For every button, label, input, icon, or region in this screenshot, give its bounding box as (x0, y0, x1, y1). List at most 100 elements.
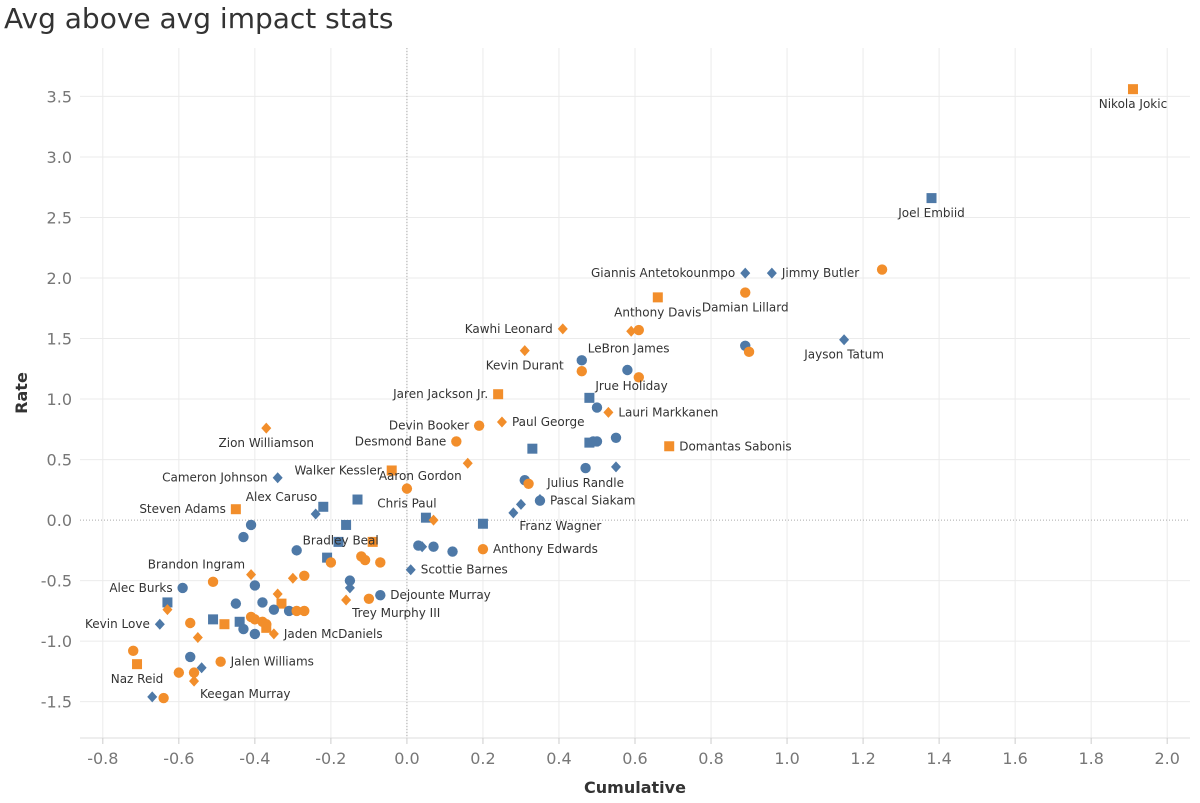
data-point[interactable] (375, 589, 386, 601)
data-point[interactable] (401, 483, 413, 494)
data-point[interactable] (405, 564, 416, 576)
data-point[interactable] (185, 651, 196, 663)
data-point[interactable] (283, 605, 295, 617)
data-point[interactable] (188, 667, 200, 678)
data-point[interactable] (740, 267, 751, 279)
data-point[interactable] (367, 536, 378, 547)
data-point[interactable] (839, 334, 850, 346)
data-point[interactable] (215, 656, 226, 667)
data-point[interactable] (610, 461, 621, 473)
data-point[interactable] (344, 575, 356, 586)
data-point[interactable] (291, 605, 302, 617)
data-point[interactable] (417, 541, 428, 553)
data-point[interactable] (207, 576, 219, 588)
data-point[interactable] (261, 622, 272, 633)
data-point[interactable] (477, 518, 488, 529)
data-point[interactable] (196, 662, 207, 674)
data-point[interactable] (664, 441, 675, 452)
data-point[interactable] (876, 264, 888, 275)
data-point[interactable] (287, 572, 298, 584)
data-point[interactable] (261, 422, 272, 434)
data-point[interactable] (375, 557, 386, 568)
data-point[interactable] (291, 545, 302, 556)
data-point[interactable] (238, 623, 249, 635)
data-point[interactable] (246, 569, 257, 581)
data-point[interactable] (576, 366, 587, 377)
data-point[interactable] (344, 582, 355, 594)
data-point[interactable] (580, 462, 591, 474)
data-point[interactable] (185, 617, 196, 629)
data-point[interactable] (234, 616, 245, 627)
data-point[interactable] (591, 436, 603, 447)
data-point[interactable] (591, 402, 603, 413)
data-point[interactable] (230, 504, 241, 515)
data-point[interactable] (519, 345, 530, 357)
data-point[interactable] (626, 325, 637, 337)
data-point[interactable] (333, 536, 344, 547)
data-point[interactable] (622, 364, 633, 376)
data-point[interactable] (245, 519, 257, 531)
data-point[interactable] (341, 519, 352, 530)
data-point[interactable] (268, 628, 279, 640)
data-point[interactable] (154, 618, 165, 630)
data-point[interactable] (325, 557, 337, 568)
data-point[interactable] (527, 443, 538, 454)
data-point[interactable] (310, 508, 321, 520)
data-point[interactable] (740, 287, 751, 298)
data-point[interactable] (268, 604, 280, 615)
data-point[interactable] (192, 632, 203, 644)
data-point[interactable] (633, 324, 645, 336)
data-point[interactable] (219, 619, 230, 630)
data-point[interactable] (128, 645, 139, 657)
data-point[interactable] (177, 582, 188, 594)
data-point[interactable] (493, 389, 504, 400)
data-point[interactable] (603, 406, 614, 418)
data-point[interactable] (515, 498, 526, 510)
data-point[interactable] (363, 593, 375, 604)
data-point[interactable] (743, 346, 755, 358)
data-point[interactable] (162, 597, 173, 608)
data-point[interactable] (173, 667, 185, 678)
data-point[interactable] (451, 436, 462, 447)
data-point[interactable] (477, 543, 489, 555)
data-point[interactable] (496, 416, 507, 428)
data-point[interactable] (428, 514, 439, 526)
data-point[interactable] (299, 605, 310, 617)
data-point[interactable] (766, 267, 777, 279)
data-point[interactable] (249, 580, 261, 591)
data-point[interactable] (1127, 84, 1138, 95)
data-point[interactable] (447, 546, 458, 557)
data-point[interactable] (322, 552, 333, 563)
data-point[interactable] (147, 691, 158, 703)
data-point[interactable] (428, 541, 439, 552)
data-point[interactable] (633, 372, 645, 383)
data-point[interactable] (557, 323, 568, 335)
data-point[interactable] (420, 512, 431, 523)
data-point[interactable] (189, 675, 200, 687)
data-point[interactable] (352, 494, 363, 505)
data-point[interactable] (534, 494, 545, 506)
data-point[interactable] (584, 392, 595, 403)
data-point[interactable] (341, 594, 352, 606)
data-point[interactable] (523, 478, 534, 489)
data-point[interactable] (208, 614, 219, 625)
data-point[interactable] (272, 472, 283, 484)
data-point[interactable] (132, 659, 143, 670)
data-point[interactable] (318, 501, 329, 512)
data-point[interactable] (162, 604, 173, 616)
data-point[interactable] (473, 420, 485, 431)
data-point[interactable] (158, 692, 169, 704)
data-point[interactable] (576, 355, 587, 366)
data-point[interactable] (610, 432, 622, 443)
data-point[interactable] (238, 531, 249, 543)
data-point[interactable] (926, 193, 937, 204)
data-point[interactable] (299, 570, 310, 581)
data-point[interactable] (249, 628, 261, 640)
data-point[interactable] (359, 554, 371, 566)
data-point[interactable] (272, 588, 283, 600)
data-point[interactable] (257, 597, 268, 608)
data-point[interactable] (508, 507, 519, 519)
data-point[interactable] (462, 457, 473, 469)
data-point[interactable] (276, 598, 287, 609)
data-point[interactable] (652, 292, 663, 303)
